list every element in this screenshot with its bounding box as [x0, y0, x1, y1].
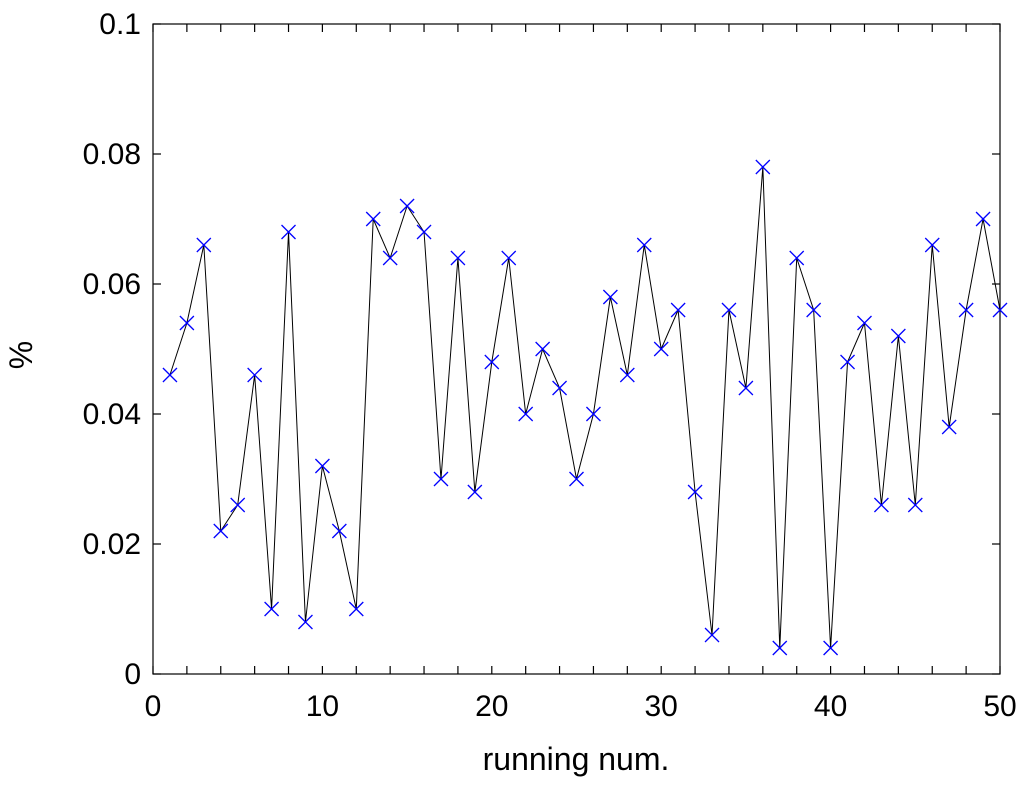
data-point-marker: [552, 380, 568, 396]
x-tick-label: 30: [645, 690, 678, 723]
data-point-marker: [569, 471, 584, 487]
x-tick-label: 10: [306, 690, 339, 723]
y-axis: 0 0.02 0.04 0.06 0.08 0.1: [83, 8, 1000, 691]
data-point-marker: [196, 237, 212, 253]
data-point-marker: [484, 354, 500, 370]
data-point-marker: [789, 250, 805, 266]
data-point-marker: [873, 497, 889, 513]
y-tick-label: 0.1: [99, 8, 141, 41]
data-point-marker: [331, 523, 347, 539]
data-point-marker: [585, 406, 601, 422]
data-point-marker: [501, 250, 517, 266]
y-tick-label: 0: [124, 658, 141, 691]
data-point-marker: [823, 640, 839, 656]
data-point-marker: [890, 328, 906, 344]
data-point-marker: [755, 159, 771, 175]
data-point-marker: [314, 458, 330, 474]
data-point-marker: [806, 302, 822, 318]
y-tick-label: 0.04: [83, 398, 141, 431]
data-point-marker: [162, 367, 178, 383]
y-tick-label: 0.02: [83, 528, 141, 561]
data-point-marker: [518, 406, 534, 422]
data-point-marker: [975, 211, 991, 227]
data-point-marker: [348, 601, 364, 617]
x-tick-label: 40: [814, 690, 847, 723]
x-tick-label: 0: [145, 690, 162, 723]
series-line: [169, 166, 1001, 649]
data-point-marker: [721, 302, 737, 318]
data-point-marker: [840, 354, 855, 370]
y-axis-title: %: [3, 341, 39, 369]
x-tick-label: 50: [983, 690, 1016, 723]
data-point-marker: [298, 614, 313, 630]
data-point-marker: [619, 367, 635, 383]
data-point-marker: [399, 198, 415, 214]
data-point-marker: [416, 224, 432, 240]
data-point-marker: [230, 497, 246, 513]
data-point-marker: [179, 315, 195, 331]
data-point-marker: [281, 224, 296, 240]
data-point-marker: [247, 367, 263, 383]
data-point-marker: [264, 601, 280, 617]
data-point-marker: [535, 341, 551, 357]
data-point-marker: [738, 380, 754, 396]
x-axis: 0 10 20 30 40 50: [145, 24, 1017, 723]
data-point-marker: [213, 523, 229, 539]
data-point-marker: [687, 484, 703, 500]
data-markers: [162, 159, 1008, 656]
y-tick-label: 0.08: [83, 138, 141, 171]
data-point-marker: [467, 484, 483, 500]
data-point-marker: [704, 627, 720, 643]
data-point-marker: [924, 237, 940, 253]
data-point-marker: [958, 302, 974, 318]
data-point-marker: [772, 640, 788, 656]
data-point-marker: [907, 497, 923, 513]
data-point-marker: [602, 289, 618, 305]
data-point-marker: [636, 237, 652, 253]
data-point-marker: [365, 211, 381, 227]
data-point-marker: [670, 302, 686, 318]
data-point-marker: [382, 250, 398, 266]
plot-frame: [152, 23, 1001, 675]
data-point-marker: [433, 471, 449, 487]
x-axis-title: running num.: [483, 741, 670, 777]
data-point-marker: [653, 341, 669, 357]
y-tick-label: 0.06: [83, 268, 141, 301]
data-point-marker: [450, 250, 466, 266]
data-point-marker: [857, 315, 872, 331]
data-point-marker: [941, 419, 957, 435]
data-point-marker: [992, 302, 1008, 318]
x-tick-label: 20: [475, 690, 508, 723]
